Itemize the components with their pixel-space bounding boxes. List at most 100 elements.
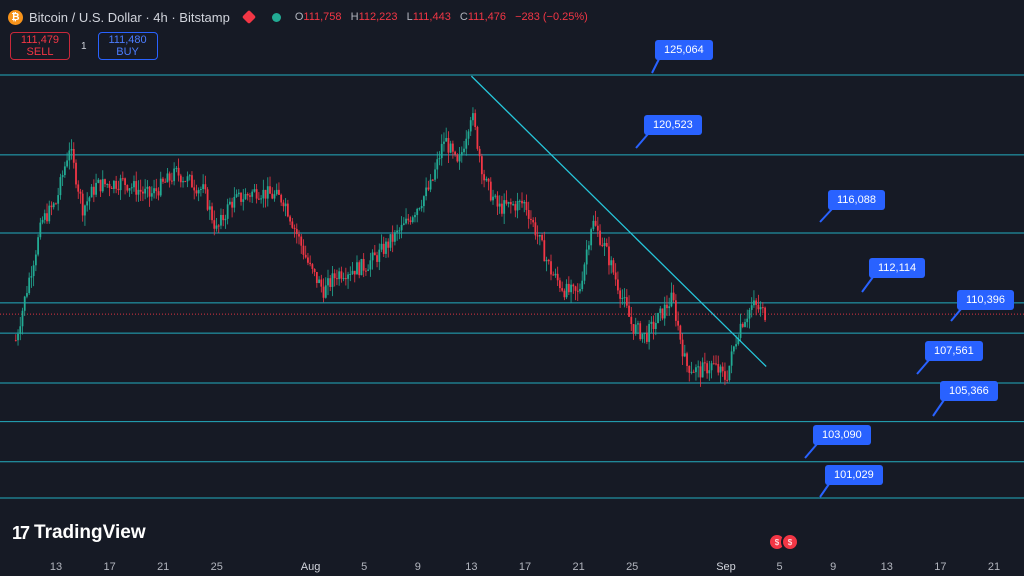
candle-body	[505, 200, 508, 204]
candle-body	[516, 201, 519, 211]
candle-body	[552, 274, 555, 276]
candle-body	[197, 189, 200, 194]
candle-body	[703, 362, 706, 364]
candle-body	[498, 203, 501, 207]
candle-body	[663, 304, 666, 319]
candle-body	[494, 195, 497, 197]
buy-button[interactable]: 111,480 BUY	[97, 32, 158, 60]
candle-body	[645, 332, 648, 342]
candles	[14, 107, 766, 387]
level-label[interactable]: 101,029	[825, 465, 883, 485]
candle-body	[458, 155, 461, 162]
candle-body	[130, 187, 133, 189]
candle-body	[327, 278, 329, 286]
candle-body	[14, 340, 17, 342]
candle-body	[382, 243, 385, 254]
candle-body	[715, 363, 717, 365]
candle-body	[661, 308, 664, 319]
candle-body	[293, 227, 296, 229]
candle-body	[456, 154, 459, 162]
candle-body	[150, 193, 153, 197]
candle-body	[59, 177, 62, 196]
candle-body	[162, 178, 164, 182]
label-pointer	[819, 483, 830, 498]
candle-body	[34, 254, 37, 266]
candle-body	[77, 184, 80, 192]
candle-body	[291, 221, 294, 228]
candle-body	[545, 259, 548, 262]
candle-body	[269, 186, 271, 194]
candle-body	[164, 181, 167, 183]
level-label[interactable]: 116,088	[828, 190, 885, 210]
candle-body	[95, 182, 97, 195]
candle-body	[503, 200, 506, 214]
candle-body	[469, 120, 472, 132]
candle-body	[208, 206, 211, 210]
candle-body	[496, 195, 499, 207]
ohlc-readout: O111,758 H112,223 L111,443 C111,476 −283…	[295, 11, 594, 23]
trendline[interactable]	[470, 75, 767, 367]
x-tick-label: 13	[465, 561, 477, 573]
candle-body	[451, 143, 454, 152]
level-label[interactable]: 105,366	[940, 381, 998, 401]
candle-body	[619, 290, 622, 299]
candle-body	[240, 192, 242, 202]
symbol-title[interactable]: Bitcoin / U.S. Dollar · 4h · Bitstamp	[29, 9, 230, 25]
candle-body	[394, 232, 396, 242]
candle-body	[657, 313, 659, 324]
tradingview-logo[interactable]: 17 TradingView	[12, 522, 146, 544]
candle-body	[57, 195, 60, 204]
order-quantity[interactable]: 1	[81, 40, 87, 52]
level-label[interactable]: 120,523	[644, 115, 702, 135]
candle-body	[536, 235, 539, 237]
candle-body	[706, 363, 708, 374]
candle-body	[253, 189, 256, 192]
candle-body	[220, 214, 222, 226]
logo-text: TradingView	[34, 522, 146, 543]
x-tick-label: Aug	[301, 561, 321, 573]
candle-body	[741, 323, 744, 327]
candle-body	[282, 202, 285, 207]
level-label[interactable]: 107,561	[925, 341, 983, 361]
candle-body	[307, 257, 309, 263]
candle-body	[683, 353, 686, 357]
horizontal-levels	[0, 74, 1024, 499]
economic-event-icon[interactable]: $	[781, 533, 799, 551]
candle-body	[643, 332, 646, 334]
candle-body	[324, 285, 327, 298]
high-value: 112,223	[358, 11, 398, 23]
candle-body	[182, 181, 184, 183]
candle-body	[309, 262, 312, 265]
candle-body	[438, 158, 441, 160]
candle-body	[543, 240, 546, 262]
candle-body	[289, 216, 291, 222]
candle-body	[538, 235, 541, 237]
candle-body	[425, 187, 428, 197]
candle-body	[380, 243, 383, 250]
x-tick-label: 17	[103, 561, 115, 573]
candle-body	[501, 203, 503, 214]
candle-body	[133, 181, 135, 188]
candle-body	[534, 222, 537, 236]
level-label[interactable]: 110,396	[957, 290, 1014, 310]
candle-body	[757, 304, 760, 310]
level-label[interactable]: 103,090	[813, 425, 871, 445]
candle-body	[135, 181, 138, 195]
candle-body	[28, 277, 31, 294]
candle-body	[30, 276, 33, 278]
candle-body	[514, 204, 517, 211]
candle-body	[211, 206, 213, 221]
candle-body	[605, 243, 608, 247]
candle-body	[251, 191, 254, 197]
candle-body	[474, 113, 477, 128]
level-label[interactable]: 112,114	[869, 258, 926, 278]
candle-body	[407, 218, 410, 221]
candle-body	[445, 138, 448, 142]
candle-body	[108, 183, 111, 188]
candle-body	[365, 270, 367, 272]
candle-body	[614, 272, 617, 280]
level-label[interactable]: 125,064	[655, 40, 713, 60]
sell-button[interactable]: 111,479 SELL	[10, 32, 70, 60]
candle-body	[443, 141, 445, 144]
